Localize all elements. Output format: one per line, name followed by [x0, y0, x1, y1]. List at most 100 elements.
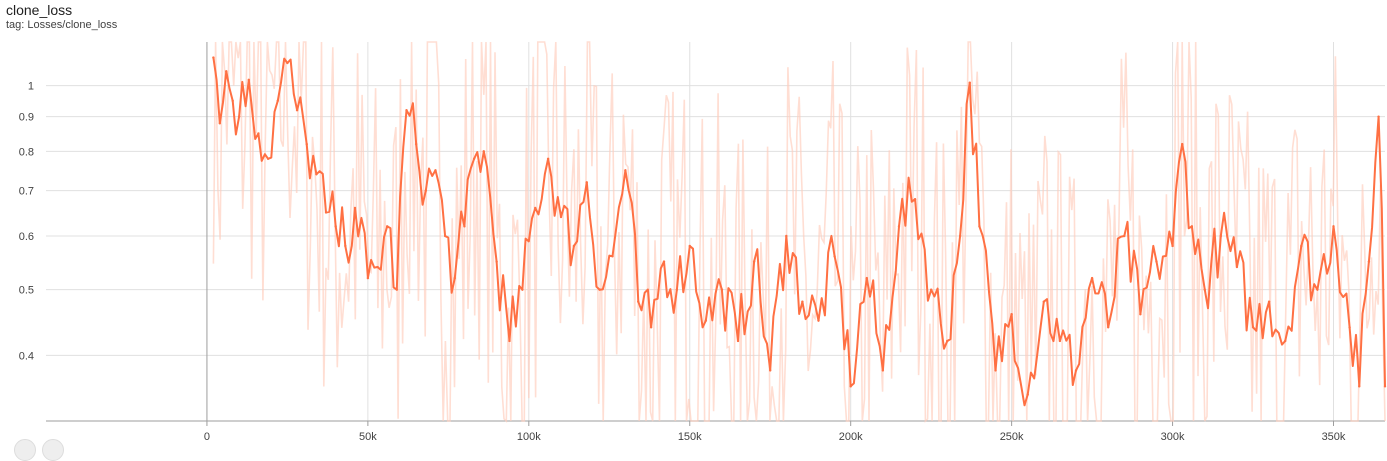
data-point [212, 56, 215, 59]
y-tick-label: 0.4 [19, 350, 34, 362]
x-tick-label: 50k [359, 431, 377, 443]
data-point [1058, 339, 1062, 343]
x-tick-label: 200k [839, 431, 863, 443]
data-point [1316, 288, 1319, 291]
data-point [463, 225, 466, 228]
data-point [720, 288, 724, 291]
data-point [624, 169, 627, 172]
data-point [704, 319, 708, 322]
data-point [833, 255, 836, 258]
data-point [881, 369, 885, 372]
data-point [495, 260, 498, 263]
data-point [1251, 326, 1255, 329]
data-point [276, 99, 279, 102]
data-point [572, 244, 576, 248]
data-point [472, 157, 476, 160]
data-point [1171, 244, 1174, 248]
data-point [1106, 326, 1110, 329]
data-point [534, 206, 537, 210]
data-point [414, 142, 418, 146]
data-point [637, 300, 640, 303]
raw-series-layer [212, 41, 1386, 423]
y-tick-label: 0.9 [19, 112, 34, 124]
data-point [649, 326, 653, 329]
data-point [1367, 260, 1371, 263]
data-point [929, 288, 933, 291]
data-point [958, 234, 962, 238]
data-point [559, 215, 563, 219]
data-point [1348, 326, 1351, 329]
data-point [237, 115, 241, 118]
x-tick-label: 350k [1322, 431, 1346, 443]
data-point [376, 265, 379, 269]
data-point [769, 369, 772, 372]
grid-lines [46, 42, 1385, 421]
data-point [801, 300, 804, 303]
tick-labels: 0.4 0.5 0.6 0.7 0.8 0.9 1 0 50k 100k 150k 200k 250k 3… [19, 81, 1346, 443]
data-point [1123, 234, 1126, 238]
data-point [675, 288, 679, 291]
data-point [1300, 244, 1303, 248]
x-tick-label: 300k [1161, 431, 1185, 443]
data-point [1358, 385, 1361, 388]
data-point [1284, 339, 1287, 343]
x-tick-label: 0 [204, 431, 210, 443]
data-point [978, 225, 981, 228]
data-point [334, 225, 337, 228]
data-point [1010, 313, 1013, 316]
data-point [405, 109, 408, 112]
y-tick-label: 0.6 [19, 231, 34, 243]
data-point [434, 169, 437, 172]
data-point [897, 225, 901, 228]
data-point [1090, 276, 1094, 280]
data-point [257, 132, 260, 135]
data-point [1332, 225, 1335, 228]
data-point [946, 339, 949, 343]
data-point [865, 276, 868, 280]
smoothed-series-line [212, 57, 1386, 407]
data-point [1267, 300, 1271, 303]
data-point [1026, 393, 1029, 396]
data-point [994, 369, 997, 372]
data-point [688, 244, 691, 248]
x-tick-label: 250k [1000, 431, 1024, 443]
data-point [1377, 115, 1380, 118]
data-point [968, 81, 971, 84]
data-point [1074, 369, 1078, 372]
data-point [1219, 234, 1223, 238]
data-point [849, 385, 852, 388]
data-point [395, 288, 399, 291]
fit-domain-button[interactable] [14, 439, 36, 461]
x-tick-label: 150k [678, 431, 702, 443]
data-point [1203, 288, 1206, 291]
data-point [598, 288, 601, 291]
chart-tag: tag: Losses/clone_loss [6, 19, 118, 31]
data-point [662, 260, 666, 263]
data-point [266, 157, 270, 160]
data-point [1181, 142, 1184, 146]
data-point [324, 211, 328, 214]
data-point [424, 189, 428, 192]
data-point [305, 142, 308, 146]
data-point [247, 78, 250, 82]
data-point [315, 173, 318, 176]
data-point [1235, 265, 1239, 269]
data-point [353, 206, 357, 210]
data-point [225, 70, 228, 73]
data-point [286, 61, 289, 65]
data-point [231, 99, 234, 102]
data-point [785, 234, 788, 238]
expand-chart-button[interactable] [42, 439, 64, 461]
y-tick-label: 0.5 [19, 285, 34, 297]
line-chart[interactable]: 0.4 0.5 0.6 0.7 0.8 0.9 1 0 50k 100k 150k 200k 250k 3… [0, 0, 1387, 446]
data-point [611, 255, 614, 258]
data-point [752, 260, 756, 263]
data-point [817, 319, 820, 322]
data-point [1139, 313, 1142, 316]
data-point [1383, 385, 1387, 388]
y-tick-label: 0.8 [19, 146, 34, 158]
data-point [585, 181, 588, 184]
data-point [385, 225, 389, 228]
data-point [521, 288, 524, 291]
data-point [344, 244, 347, 248]
